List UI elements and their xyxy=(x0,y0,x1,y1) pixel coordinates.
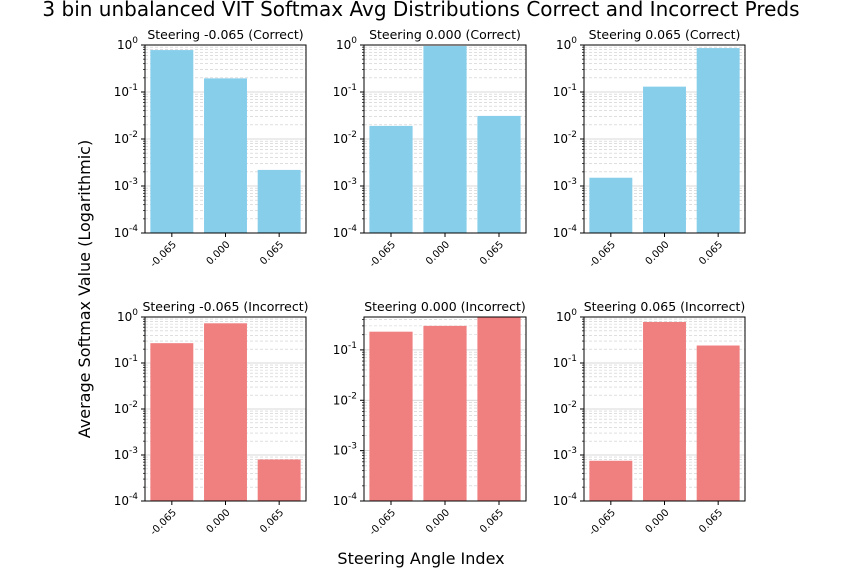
y-tick-label: 100 xyxy=(336,36,357,52)
y-tick-label: 10-3 xyxy=(553,177,577,193)
y-tick-label: 10-3 xyxy=(553,446,577,462)
x-tick-label: -0.065 xyxy=(368,507,399,538)
y-tick-label: 10-2 xyxy=(333,130,357,146)
subplot-title: Steering -0.065 (Incorrect) xyxy=(142,299,308,314)
subplot-incorrect-neg: Steering -0.065 (Incorrect) 10-4 10-3 10-2 1… xyxy=(114,299,309,538)
y-tick-label: 10-1 xyxy=(333,83,357,99)
subplot-title: Steering 0.065 (Incorrect) xyxy=(584,299,746,314)
x-tick-label: 0.000 xyxy=(205,239,233,267)
y-tick-label: 10-1 xyxy=(114,83,138,99)
x-axis-label: Steering Angle Index xyxy=(337,549,504,568)
x-tick-label: 0.065 xyxy=(478,507,506,535)
bar-0.065 xyxy=(696,345,740,501)
y-tick-label: 10-2 xyxy=(114,400,138,416)
y-tick-label: 10-3 xyxy=(333,177,357,193)
subplot-title: Steering -0.065 (Correct) xyxy=(147,27,303,42)
bar-0.000 xyxy=(643,321,686,501)
x-tick-label: -0.065 xyxy=(368,239,399,270)
bar-0.000 xyxy=(204,78,247,233)
subplot-correct-pos: Steering 0.065 (Correct) 10-4 10-3 10-2 10-1… xyxy=(553,27,746,270)
bar-0.000 xyxy=(423,46,467,233)
bar-0.065 xyxy=(257,169,301,233)
y-tick-label: 10-1 xyxy=(333,341,357,357)
x-tick-label: 0.000 xyxy=(644,507,672,535)
subplot-correct-zero: Steering 0.000 (Correct) 10-4 10-3 10-2 10-1… xyxy=(333,27,527,270)
bar-0.065 xyxy=(696,48,740,234)
y-tick-label: 10-4 xyxy=(114,492,139,508)
y-tick-label: 10-1 xyxy=(114,354,138,370)
bar-0.000 xyxy=(204,323,247,501)
x-tick-label: 0.000 xyxy=(424,507,452,535)
subplot-title: Steering 0.065 (Correct) xyxy=(589,27,741,42)
y-tick-label: 100 xyxy=(117,36,138,52)
y-tick-label: 10-3 xyxy=(333,442,357,458)
bar-0.000 xyxy=(643,86,686,234)
subplot-correct-neg: Steering -0.065 (Correct) 10-4 10-3 10-2 10-… xyxy=(114,27,307,270)
y-tick-label: 10-2 xyxy=(114,130,138,146)
bar--0.065 xyxy=(369,331,413,501)
bar--0.065 xyxy=(369,125,413,233)
subplot-incorrect-zero: Steering 0.000 (Incorrect) 10-4 10-3 10-2 10… xyxy=(333,299,527,538)
y-tick-label: 10-4 xyxy=(553,224,578,240)
y-tick-label: 10-3 xyxy=(114,177,138,193)
y-tick-label: 100 xyxy=(556,308,577,324)
bar--0.065 xyxy=(150,50,194,234)
y-axis-label: Average Softmax Value (Logarithmic) xyxy=(75,140,94,438)
x-tick-label: -0.065 xyxy=(148,507,179,538)
x-tick-label: 0.065 xyxy=(697,507,725,535)
bar-0.065 xyxy=(477,115,521,233)
x-tick-label: 0.065 xyxy=(697,239,725,267)
bar-0.065 xyxy=(477,317,521,501)
bar-0.000 xyxy=(423,325,467,501)
subplot-title: Steering 0.000 (Incorrect) xyxy=(364,299,526,314)
bar--0.065 xyxy=(150,343,194,501)
x-tick-label: 0.065 xyxy=(258,507,286,535)
y-tick-label: 10-1 xyxy=(553,354,577,370)
y-tick-label: 10-4 xyxy=(114,224,139,240)
y-tick-label: 100 xyxy=(556,36,577,52)
y-tick-label: 10-2 xyxy=(553,130,577,146)
y-tick-label: 10-4 xyxy=(333,224,358,240)
bar--0.065 xyxy=(589,177,633,233)
y-tick-label: 10-2 xyxy=(553,400,577,416)
x-tick-label: -0.065 xyxy=(587,507,618,538)
figure-title: 3 bin unbalanced VIT Softmax Avg Distrib… xyxy=(42,0,799,21)
subplot-incorrect-pos: Steering 0.065 (Incorrect) 10-4 10-3 10-2 10… xyxy=(553,299,746,538)
y-tick-label: 10-3 xyxy=(114,446,138,462)
y-tick-label: 10-4 xyxy=(553,492,578,508)
y-tick-label: 10-4 xyxy=(333,492,358,508)
x-tick-label: 0.000 xyxy=(424,239,452,267)
x-tick-label: 0.065 xyxy=(258,239,286,267)
y-tick-label: 100 xyxy=(117,308,138,324)
y-tick-label: 10-2 xyxy=(333,391,357,407)
x-tick-label: 0.000 xyxy=(644,239,672,267)
subplot-title: Steering 0.000 (Correct) xyxy=(369,27,521,42)
x-tick-label: -0.065 xyxy=(587,239,618,270)
x-tick-label: 0.000 xyxy=(205,507,233,535)
bar--0.065 xyxy=(589,460,633,501)
x-tick-label: 0.065 xyxy=(478,239,506,267)
x-tick-label: -0.065 xyxy=(148,239,179,270)
bar-0.065 xyxy=(257,459,301,501)
y-tick-label: 10-1 xyxy=(553,83,577,99)
